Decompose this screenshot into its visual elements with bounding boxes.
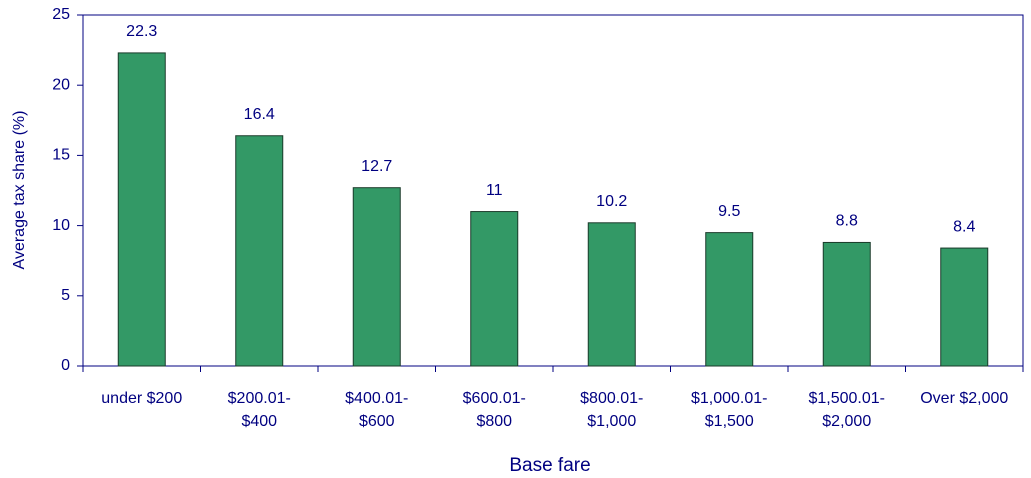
bar xyxy=(470,211,519,367)
x-tick-label: $1,000.01-$1,500 xyxy=(691,390,768,430)
bar xyxy=(235,135,284,367)
y-tick-label: 15 xyxy=(52,147,70,164)
data-label: 8.8 xyxy=(836,213,858,230)
x-tick-label: $800.01-$1,000 xyxy=(580,390,643,430)
bar xyxy=(822,241,871,367)
bar xyxy=(352,187,401,367)
data-label: 10.2 xyxy=(596,193,627,210)
y-tick-label: 20 xyxy=(52,76,70,93)
x-tick-label: under $200 xyxy=(101,390,182,407)
data-label: 22.3 xyxy=(126,23,157,40)
bar xyxy=(117,52,166,367)
bar xyxy=(940,247,989,367)
plot-frame xyxy=(82,14,1024,367)
x-tick-label: $400.01-$600 xyxy=(345,390,408,430)
y-axis-title: Average tax share (%) xyxy=(11,111,28,270)
x-axis-title: Base fare xyxy=(509,455,590,476)
x-tick-label: Over $2,000 xyxy=(920,390,1008,407)
y-tick-label: 0 xyxy=(61,357,70,374)
data-label: 16.4 xyxy=(244,106,275,123)
x-tick-label: $600.01-$800 xyxy=(463,390,526,430)
data-label: 9.5 xyxy=(718,203,740,220)
data-label: 11 xyxy=(486,182,503,199)
bar xyxy=(587,222,636,367)
y-tick-label: 25 xyxy=(52,6,70,23)
y-tick-label: 10 xyxy=(52,217,70,234)
bar xyxy=(705,232,754,367)
x-tick-label: $200.01-$400 xyxy=(228,390,291,430)
y-tick-label: 5 xyxy=(61,287,70,304)
data-label: 8.4 xyxy=(953,218,975,235)
data-label: 12.7 xyxy=(361,158,392,175)
x-tick-label: $1,500.01-$2,000 xyxy=(808,390,885,430)
